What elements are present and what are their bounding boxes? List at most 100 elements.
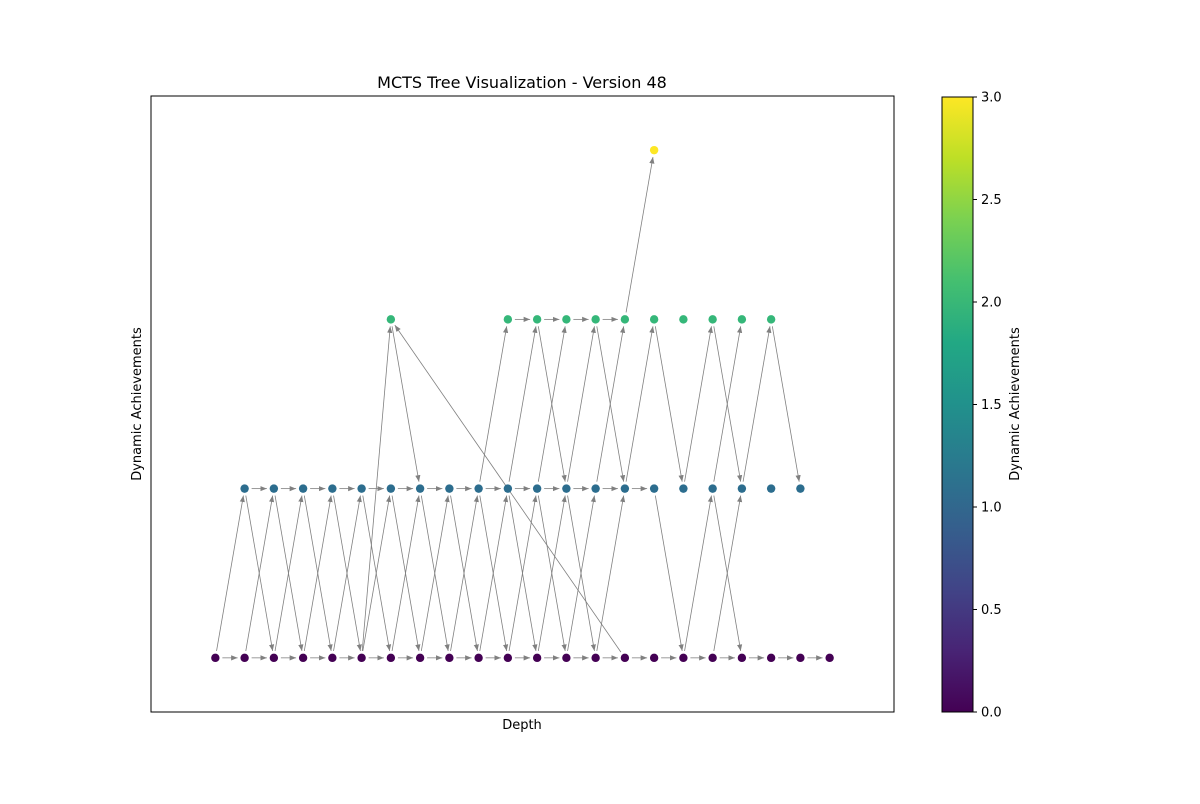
tree-edge	[420, 495, 450, 652]
tree-edge	[684, 495, 713, 652]
tree-node	[474, 653, 483, 663]
tree-node	[620, 315, 630, 324]
tree-edge	[391, 326, 421, 482]
tree-edge	[684, 326, 713, 482]
tree-node	[562, 484, 571, 493]
tree-node	[591, 653, 600, 663]
tree-edge	[508, 326, 538, 482]
tree-edge	[391, 495, 421, 652]
tree-edge	[362, 495, 392, 652]
tree-edge	[654, 495, 684, 652]
tree-node	[766, 315, 776, 324]
colorbar-tick-label: 0.0	[981, 706, 1002, 721]
tree-node	[737, 315, 747, 324]
tree-node	[445, 484, 454, 493]
tree-node	[386, 315, 396, 324]
colorbar-tick-label: 1.0	[981, 501, 1002, 516]
plot-frame	[150, 95, 895, 713]
tree-edge	[567, 326, 596, 482]
tree-node	[649, 315, 659, 324]
tree-node	[766, 484, 776, 493]
chart-title: MCTS Tree Visualization - Version 48	[377, 73, 667, 92]
tree-node	[825, 653, 834, 663]
tree-node	[503, 653, 513, 663]
colorbar-tick-label: 2.5	[981, 193, 1002, 208]
tree-edge	[450, 495, 479, 652]
tree-node	[269, 653, 279, 663]
tree-edge	[625, 156, 655, 313]
tree-node	[298, 484, 308, 493]
tree-edge	[245, 495, 275, 652]
tree-edge	[625, 326, 655, 482]
tree-edge	[479, 326, 509, 482]
colorbar-tick-label: 2.0	[981, 296, 1002, 311]
tree-node	[679, 653, 688, 663]
tree-node	[649, 145, 659, 155]
tree-node	[562, 653, 571, 663]
tree-node	[532, 315, 542, 324]
tree-node	[532, 484, 542, 493]
tree-node	[503, 315, 513, 324]
colorbar-tick-label: 1.5	[981, 398, 1002, 413]
tree-edge	[479, 495, 509, 652]
tree-node	[737, 653, 747, 663]
x-axis-label: Depth	[502, 718, 542, 733]
tree-node	[240, 653, 249, 663]
tree-node	[328, 484, 337, 493]
tree-edge	[361, 326, 393, 651]
tree-node	[620, 653, 630, 663]
tree-node	[620, 484, 630, 493]
tree-edge	[274, 495, 304, 652]
tree-node	[796, 484, 805, 493]
colorbar: 0.0 0.5 1.0 1.5 2.0 2.5 3.0 Dynamic Achievemen…	[941, 91, 1023, 721]
tree-edge	[567, 495, 596, 652]
tree-edge	[742, 326, 772, 482]
tree-node	[211, 653, 220, 663]
tree-edge	[537, 326, 567, 482]
tree-node	[415, 484, 425, 493]
tree-node	[649, 653, 659, 663]
tree-edge	[508, 495, 538, 652]
colorbar-label: Dynamic Achievements	[1008, 327, 1023, 481]
tree-node	[357, 653, 366, 663]
tree-node	[708, 484, 717, 493]
tree-node	[737, 484, 747, 493]
tree-node	[591, 484, 600, 493]
colorbar-gradient	[941, 96, 974, 713]
tree-node	[474, 484, 483, 493]
tree-node	[328, 653, 337, 663]
tree-edge	[596, 495, 626, 652]
tree-edge	[216, 495, 245, 652]
colorbar-tick-label: 0.5	[981, 603, 1002, 618]
colorbar-tick-label: 3.0	[981, 91, 1002, 106]
tree-node	[766, 653, 776, 663]
tree-node	[240, 484, 249, 493]
tree-node	[415, 653, 425, 663]
y-axis-label: Dynamic Achievements	[130, 327, 145, 481]
tree-node	[679, 315, 688, 324]
tree-node	[649, 484, 659, 493]
tree-node	[386, 484, 396, 493]
tree-edge	[303, 495, 333, 652]
nodes-layer	[211, 145, 834, 663]
tree-edge	[713, 326, 743, 482]
tree-node	[386, 653, 396, 663]
colorbar-ticks: 0.0 0.5 1.0 1.5 2.0 2.5 3.0	[973, 91, 1002, 721]
edges-layer	[216, 156, 823, 661]
tree-node	[357, 484, 366, 493]
tree-edge	[596, 326, 626, 482]
tree-node	[298, 653, 308, 663]
tree-node	[708, 315, 717, 324]
tree-node	[503, 484, 513, 493]
tree-edge	[333, 495, 362, 652]
tree-edge	[713, 495, 743, 652]
tree-edge	[771, 326, 801, 482]
tree-node	[269, 484, 279, 493]
tree-edge	[654, 326, 684, 482]
tree-node	[708, 653, 717, 663]
tree-node	[591, 315, 600, 324]
tree-node	[445, 653, 454, 663]
tree-node	[796, 653, 805, 663]
